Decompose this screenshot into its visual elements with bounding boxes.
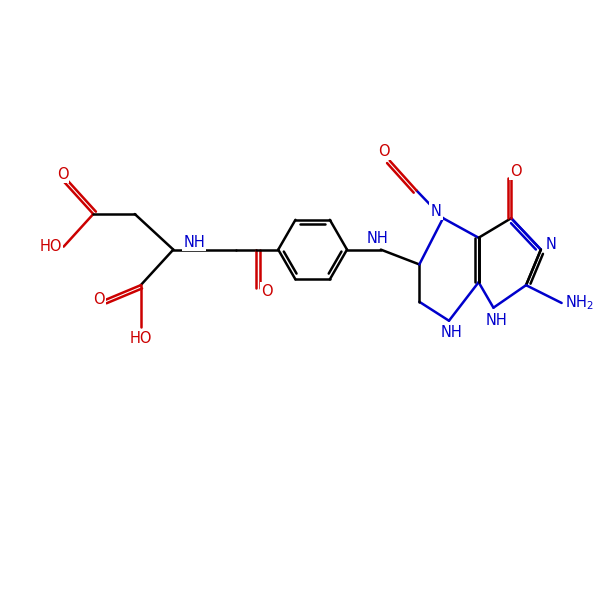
Text: N: N — [431, 203, 442, 218]
Text: O: O — [56, 167, 68, 182]
Text: O: O — [378, 144, 389, 159]
Text: HO: HO — [40, 239, 62, 254]
Text: HO: HO — [130, 331, 152, 346]
Text: O: O — [94, 292, 105, 307]
Text: NH: NH — [183, 235, 205, 250]
Text: N: N — [546, 238, 557, 253]
Text: NH: NH — [441, 325, 463, 340]
Text: NH: NH — [367, 232, 389, 247]
Text: O: O — [261, 284, 273, 299]
Text: NH: NH — [485, 313, 507, 328]
Text: NH$_2$: NH$_2$ — [565, 293, 593, 313]
Text: O: O — [510, 164, 522, 179]
